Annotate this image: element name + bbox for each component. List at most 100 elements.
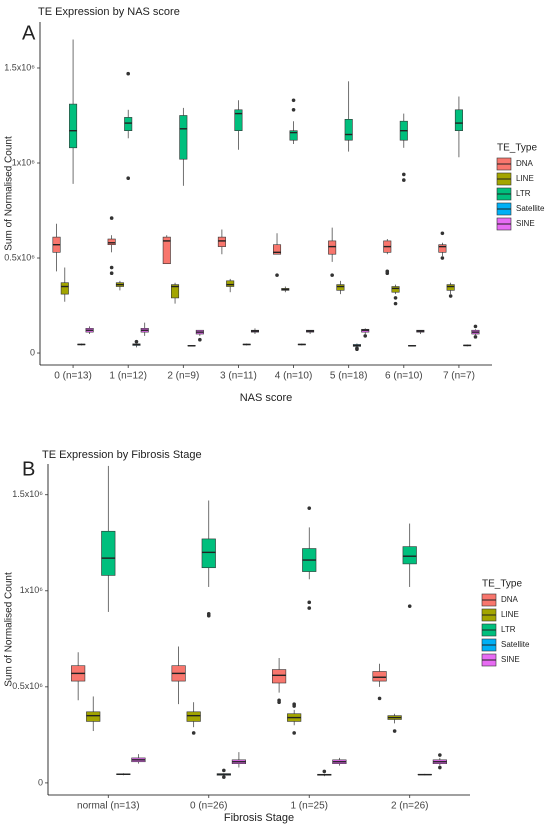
outlier [448, 294, 453, 298]
box [107, 238, 116, 246]
outlier [291, 98, 296, 103]
panel-label: B [22, 458, 35, 480]
outlier [307, 506, 312, 510]
y-tick-label: 1x10⁶ [12, 157, 36, 167]
legend-label: LTR [516, 189, 531, 198]
box [69, 103, 78, 149]
box [273, 244, 282, 255]
outlier [222, 768, 226, 773]
y-tick-label: 1x10⁶ [20, 585, 44, 595]
outlier [206, 613, 211, 618]
box [454, 109, 463, 131]
box [201, 538, 216, 569]
legend-label: Satellite [501, 640, 530, 649]
outlier [438, 753, 442, 757]
outlier [307, 600, 312, 605]
legend-title: TE_Type [497, 143, 537, 154]
outlier [440, 256, 445, 260]
box [124, 117, 133, 131]
outlier [363, 334, 368, 338]
legend-label: SINE [516, 219, 535, 228]
box [217, 236, 226, 247]
legend-label: LINE [501, 610, 519, 619]
x-tick-label: 5 (n=18) [330, 371, 368, 382]
outlier [438, 765, 442, 770]
x-axis-title: Fibrosis Stage [224, 812, 294, 824]
legend-label: DNA [516, 159, 534, 168]
box [328, 240, 337, 255]
legend-label: SINE [501, 655, 520, 664]
x-tick-label: 1 (n=12) [109, 371, 147, 382]
box [86, 711, 101, 722]
outlier [393, 301, 398, 306]
x-tick-label: 2 (n=9) [167, 371, 199, 382]
box [438, 244, 447, 253]
outlier [126, 176, 130, 181]
x-tick-label: 4 (n=10) [275, 371, 313, 382]
box [171, 284, 180, 299]
y-tick-label: 0.5x10⁶ [4, 252, 35, 262]
outlier [473, 335, 478, 339]
outlier [291, 107, 296, 112]
outlier [109, 216, 114, 220]
y-tick-label: 0 [38, 777, 43, 787]
y-tick-label: 1.5x10⁶ [4, 62, 35, 72]
x-tick-label: 1 (n=25) [290, 801, 328, 812]
legend-label: LTR [501, 625, 516, 634]
outlier [392, 729, 397, 733]
outlier [191, 731, 196, 735]
y-tick-label: 0 [30, 347, 35, 357]
box [226, 280, 235, 287]
box [186, 711, 201, 722]
box [179, 115, 188, 160]
outlier [377, 696, 382, 701]
box [372, 671, 387, 682]
outlier [198, 337, 202, 342]
outlier [322, 769, 327, 774]
outlier [109, 271, 114, 276]
outlier [134, 339, 139, 344]
y-axis-title: Sum of Normalised Count [4, 572, 15, 687]
x-tick-label: 7 (n=7) [443, 371, 475, 382]
outlier [126, 71, 130, 76]
box [234, 109, 243, 131]
outlier [402, 178, 406, 182]
outlier [407, 604, 412, 608]
outlier [275, 273, 279, 277]
box [391, 286, 400, 293]
legend-label: DNA [501, 595, 519, 604]
outlier [109, 265, 114, 270]
y-tick-label: 1.5x10⁶ [12, 489, 43, 499]
box [289, 130, 298, 141]
y-axis-title: Sum of Normalised Count [4, 136, 15, 251]
box [60, 282, 69, 295]
box [272, 669, 287, 684]
legend-label: Satellite [516, 204, 545, 213]
x-tick-label: 0 (n=26) [190, 801, 228, 812]
outlier [292, 704, 296, 708]
legend-label: LINE [516, 174, 534, 183]
x-axis-title: NAS score [240, 392, 293, 404]
chart-title: TE Expression by NAS score [38, 6, 180, 18]
x-tick-label: 0 (n=13) [54, 371, 92, 382]
box [162, 236, 171, 265]
legend-title: TE_Type [482, 579, 522, 590]
box [344, 118, 353, 141]
outlier [277, 700, 281, 705]
box [101, 530, 116, 576]
x-tick-label: 3 (n=11) [220, 371, 257, 382]
box [402, 546, 417, 565]
outlier [292, 731, 296, 735]
outlier [402, 172, 406, 177]
outlier [307, 606, 312, 610]
outlier [473, 324, 478, 329]
outlier [222, 775, 226, 779]
outlier [385, 269, 390, 274]
x-tick-label: 2 (n=26) [391, 801, 429, 812]
outlier [393, 296, 398, 300]
outlier [355, 346, 359, 351]
y-tick-label: 0.5x10⁶ [12, 681, 43, 691]
x-tick-label: 6 (n=10) [385, 371, 423, 382]
